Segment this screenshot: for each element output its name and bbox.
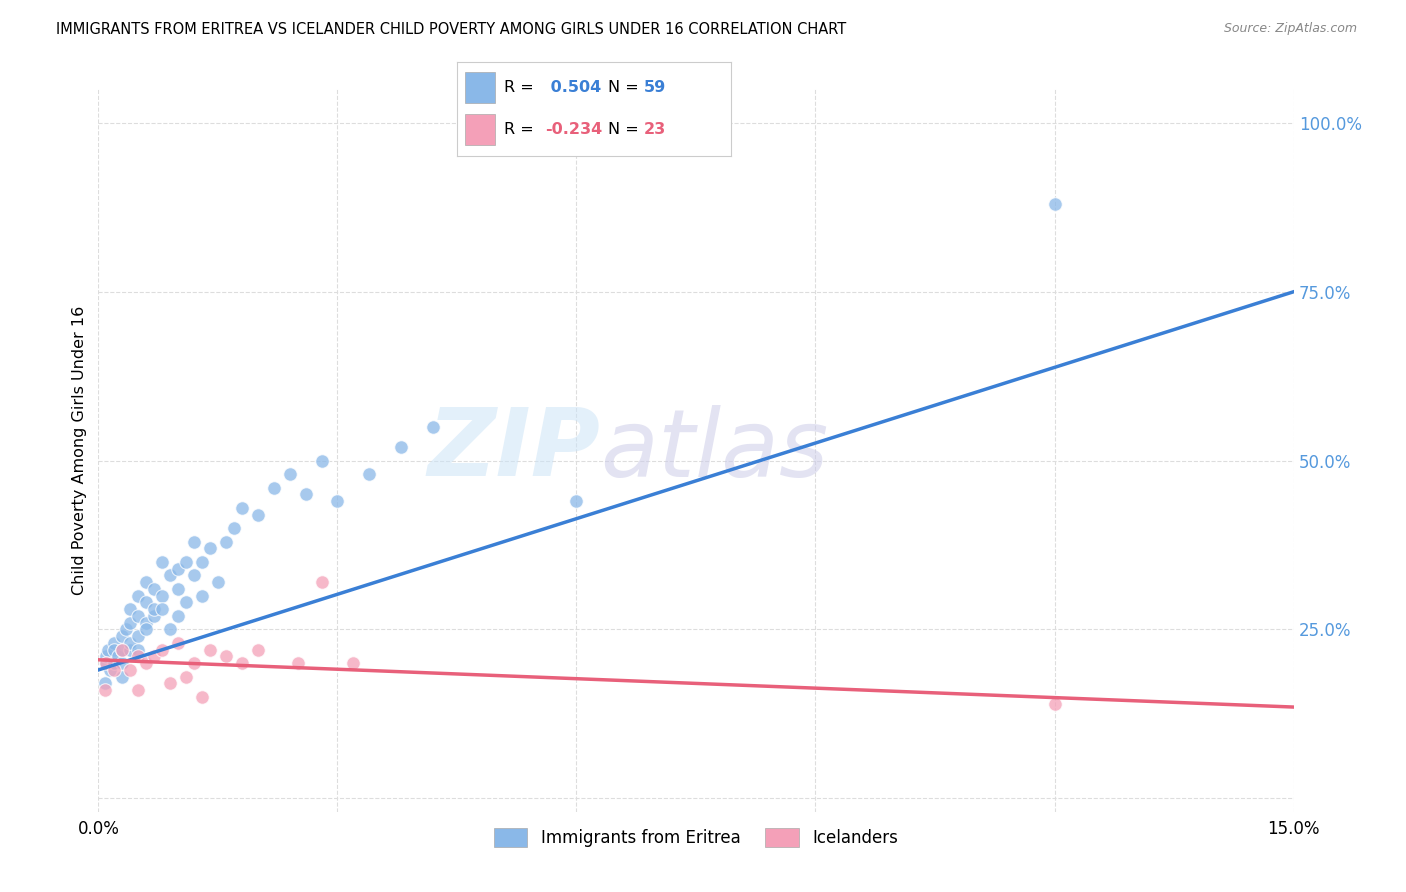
- Text: 59: 59: [644, 79, 665, 95]
- Y-axis label: Child Poverty Among Girls Under 16: Child Poverty Among Girls Under 16: [72, 306, 87, 595]
- Point: [143, 608, 166, 623]
- Point: [120, 636, 142, 650]
- Point: [96, 656, 118, 670]
- Point: [167, 561, 190, 575]
- Point: [422, 420, 444, 434]
- Point: [143, 602, 166, 616]
- Point: [111, 656, 134, 670]
- Point: [120, 602, 142, 616]
- Point: [135, 595, 157, 609]
- Point: [342, 656, 364, 670]
- Text: R =: R =: [503, 79, 533, 95]
- Text: ZIP: ZIP: [427, 404, 600, 497]
- Point: [150, 642, 173, 657]
- Point: [103, 642, 125, 657]
- Point: [198, 541, 221, 556]
- Point: [159, 568, 181, 582]
- Point: [111, 642, 134, 657]
- Point: [127, 642, 149, 657]
- Point: [287, 656, 309, 670]
- Point: [1043, 697, 1066, 711]
- Point: [159, 676, 181, 690]
- Point: [174, 555, 197, 569]
- Point: [167, 608, 190, 623]
- Point: [167, 582, 190, 596]
- Point: [115, 623, 138, 637]
- Point: [127, 608, 149, 623]
- Point: [263, 481, 285, 495]
- Point: [127, 629, 149, 643]
- Point: [222, 521, 245, 535]
- Point: [135, 656, 157, 670]
- Point: [167, 636, 190, 650]
- Point: [565, 494, 588, 508]
- Point: [96, 649, 118, 664]
- Point: [311, 453, 333, 467]
- Point: [135, 575, 157, 590]
- Text: N =: N =: [607, 122, 638, 136]
- Point: [326, 494, 349, 508]
- Text: 23: 23: [644, 122, 665, 136]
- Point: [359, 467, 381, 481]
- Point: [120, 615, 142, 630]
- Text: Source: ZipAtlas.com: Source: ZipAtlas.com: [1223, 22, 1357, 36]
- Point: [103, 656, 125, 670]
- Point: [191, 690, 214, 704]
- Point: [389, 440, 412, 454]
- Point: [174, 670, 197, 684]
- Point: [294, 487, 316, 501]
- Text: atlas: atlas: [600, 405, 828, 496]
- Point: [1043, 197, 1066, 211]
- Point: [94, 676, 117, 690]
- FancyBboxPatch shape: [465, 114, 495, 145]
- Point: [231, 656, 253, 670]
- Point: [246, 508, 269, 522]
- Point: [150, 555, 173, 569]
- Point: [120, 642, 142, 657]
- Text: IMMIGRANTS FROM ERITREA VS ICELANDER CHILD POVERTY AMONG GIRLS UNDER 16 CORRELAT: IMMIGRANTS FROM ERITREA VS ICELANDER CHI…: [56, 22, 846, 37]
- Point: [127, 589, 149, 603]
- Point: [143, 582, 166, 596]
- Point: [215, 649, 238, 664]
- Point: [231, 500, 253, 515]
- Point: [143, 649, 166, 664]
- Point: [120, 663, 142, 677]
- Point: [111, 642, 134, 657]
- Point: [246, 642, 269, 657]
- Point: [135, 623, 157, 637]
- FancyBboxPatch shape: [465, 72, 495, 103]
- Point: [150, 589, 173, 603]
- Point: [159, 623, 181, 637]
- Point: [127, 649, 149, 664]
- Point: [127, 683, 149, 698]
- Point: [198, 642, 221, 657]
- Point: [135, 615, 157, 630]
- Point: [103, 663, 125, 677]
- Point: [183, 534, 205, 549]
- Point: [97, 642, 120, 657]
- Point: [103, 636, 125, 650]
- Text: N =: N =: [607, 79, 638, 95]
- Point: [183, 656, 205, 670]
- Text: 0.504: 0.504: [544, 79, 600, 95]
- Point: [183, 568, 205, 582]
- Point: [98, 663, 122, 677]
- Point: [107, 649, 129, 664]
- Point: [278, 467, 301, 481]
- Point: [191, 555, 214, 569]
- Text: R =: R =: [503, 122, 533, 136]
- Point: [94, 683, 117, 698]
- Point: [150, 602, 173, 616]
- Text: -0.234: -0.234: [544, 122, 602, 136]
- Point: [311, 575, 333, 590]
- Legend: Immigrants from Eritrea, Icelanders: Immigrants from Eritrea, Icelanders: [488, 822, 904, 854]
- Point: [111, 629, 134, 643]
- Point: [111, 670, 134, 684]
- Point: [174, 595, 197, 609]
- Point: [191, 589, 214, 603]
- Point: [215, 534, 238, 549]
- Point: [96, 656, 118, 670]
- Point: [207, 575, 229, 590]
